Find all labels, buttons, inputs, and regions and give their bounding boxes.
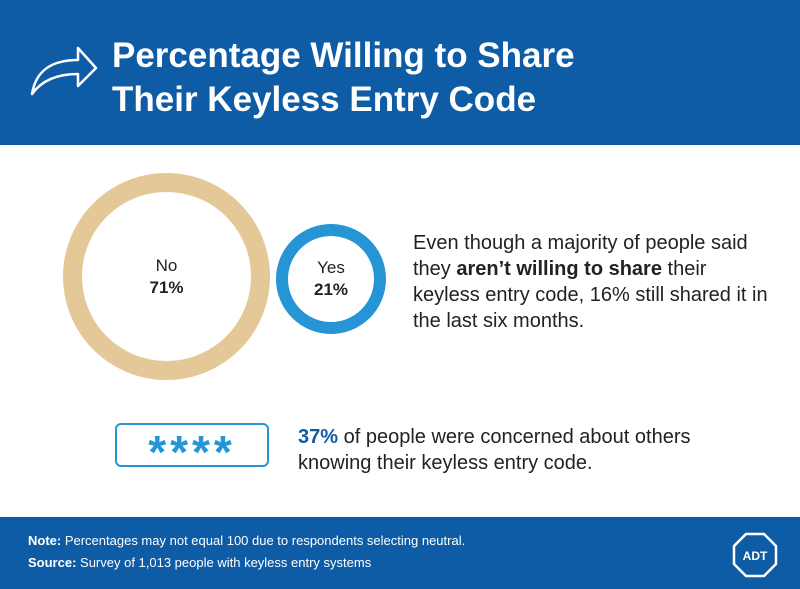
masked-code-icon: **** [115, 423, 269, 475]
title-line-1: Percentage Willing to Share [112, 36, 575, 75]
logo-text: ADT [743, 549, 768, 563]
bubble-yes: Yes 21% [276, 224, 386, 334]
concern-percent: 37% [298, 426, 339, 448]
concern-body: of people were concerned about others kn… [298, 426, 691, 474]
note-key: Note: [28, 533, 62, 548]
bubble-yes-label: Yes [317, 258, 345, 277]
bubble-no: No 71% [63, 173, 270, 380]
description-part-2: their keyless entry code, 16% still shar… [413, 258, 768, 332]
footer-source: Source: Survey of 1,013 people with keyl… [28, 554, 371, 572]
bubble-no-value: 71% [149, 277, 184, 297]
share-arrow-icon [30, 46, 98, 96]
bubble-yes-value: 21% [313, 280, 349, 299]
header-banner: Percentage Willing to Share Their Keyles… [0, 0, 800, 145]
description-bold: aren’t willing to share [456, 258, 662, 280]
source-text: Survey of 1,013 people with keyless entr… [76, 555, 372, 570]
footer-note: Note: Percentages may not equal 100 due … [28, 532, 465, 550]
title-line-2: Their Keyless Entry Code [112, 80, 537, 119]
concern-text: 37% of people were concerned about other… [298, 424, 758, 476]
page-title: Percentage Willing to Share Their Keyles… [112, 34, 575, 122]
footer: Note: Percentages may not equal 100 due … [0, 517, 800, 589]
code-mask: **** [148, 426, 236, 478]
source-key: Source: [28, 555, 77, 570]
description-text: Even though a majority of people said th… [413, 230, 773, 334]
bubble-no-label: No [155, 255, 178, 275]
note-text: Percentages may not equal 100 due to res… [61, 533, 466, 548]
description-part-1: Even though a majority of people said th… [413, 232, 748, 280]
adt-logo: ADT [732, 532, 778, 578]
